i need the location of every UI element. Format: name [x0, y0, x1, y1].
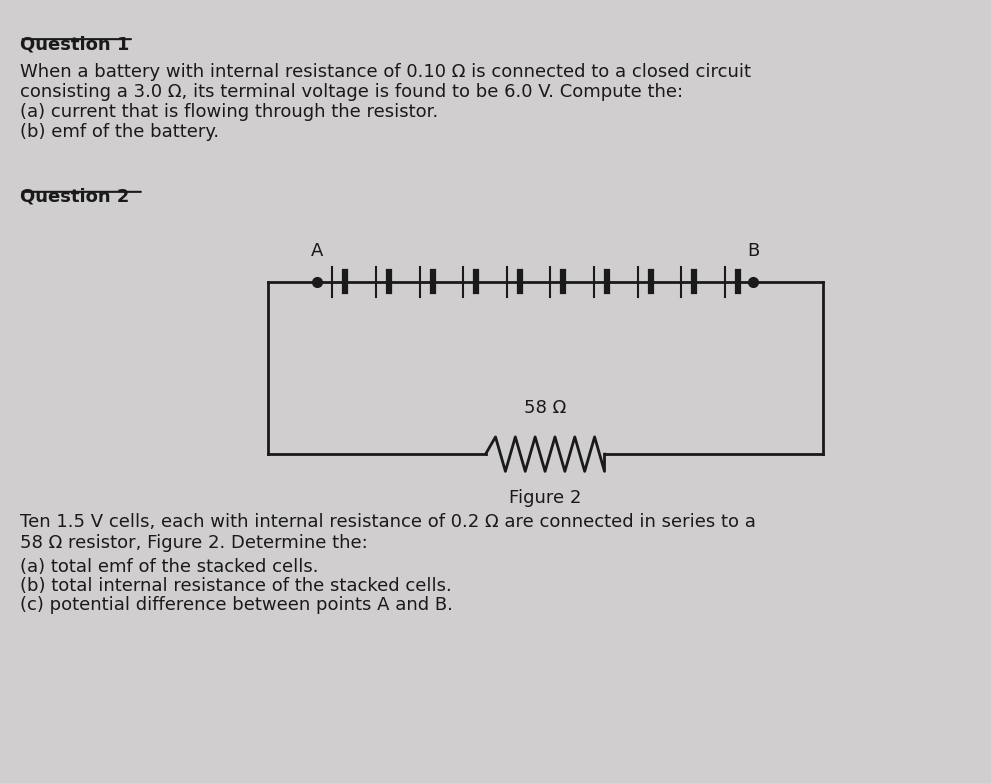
- Text: (a) current that is flowing through the resistor.: (a) current that is flowing through the …: [20, 103, 438, 121]
- Text: (c) potential difference between points A and B.: (c) potential difference between points …: [20, 596, 453, 614]
- Text: When a battery with internal resistance of 0.10 Ω is connected to a closed circu: When a battery with internal resistance …: [20, 63, 751, 102]
- Text: Ten 1.5 V cells, each with internal resistance of 0.2 Ω are connected in series : Ten 1.5 V cells, each with internal resi…: [20, 513, 756, 552]
- Text: A: A: [311, 242, 323, 260]
- Text: Question 2: Question 2: [20, 188, 129, 206]
- Text: Question 1: Question 1: [20, 35, 129, 53]
- Text: (b) emf of the battery.: (b) emf of the battery.: [20, 123, 219, 141]
- Text: (b) total internal resistance of the stacked cells.: (b) total internal resistance of the sta…: [20, 577, 452, 595]
- Text: (a) total emf of the stacked cells.: (a) total emf of the stacked cells.: [20, 558, 318, 576]
- Text: 58 Ω: 58 Ω: [524, 399, 566, 417]
- Text: Figure 2: Figure 2: [508, 489, 582, 507]
- Text: B: B: [747, 242, 759, 260]
